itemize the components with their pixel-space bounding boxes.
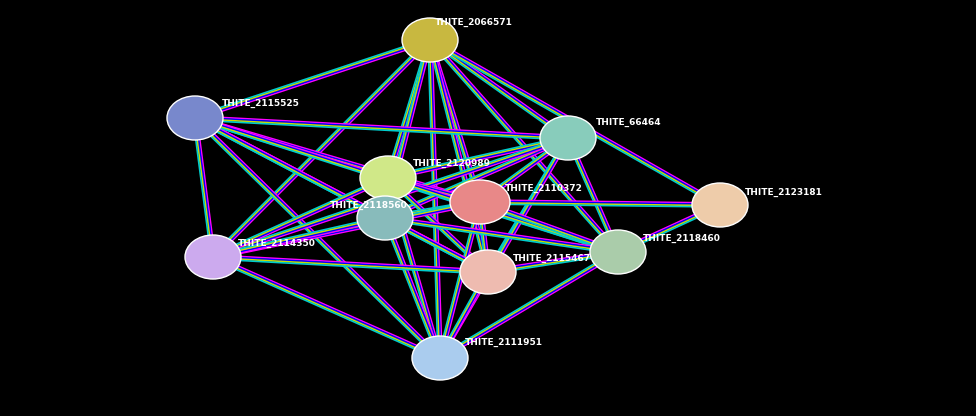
Text: THITE_2111951: THITE_2111951 [465,337,543,347]
Text: THITE_66464: THITE_66464 [596,117,662,126]
Text: THITE_2115525: THITE_2115525 [222,99,300,108]
Ellipse shape [167,96,223,140]
Text: THITE_2118560: THITE_2118560 [330,201,408,210]
Text: THITE_2118460: THITE_2118460 [643,233,721,243]
Text: THITE_2115467: THITE_2115467 [513,253,591,262]
Text: THITE_2120989: THITE_2120989 [413,158,491,168]
Ellipse shape [540,116,596,160]
Ellipse shape [450,180,510,224]
Ellipse shape [357,196,413,240]
Ellipse shape [402,18,458,62]
Ellipse shape [460,250,516,294]
Ellipse shape [412,336,468,380]
Ellipse shape [692,183,748,227]
Ellipse shape [185,235,241,279]
Ellipse shape [360,156,416,200]
Text: THITE_2066571: THITE_2066571 [435,17,512,27]
Ellipse shape [590,230,646,274]
Text: THITE_2110372: THITE_2110372 [505,183,583,193]
Text: THITE_2114350: THITE_2114350 [238,238,316,248]
Text: THITE_2123181: THITE_2123181 [745,188,823,197]
